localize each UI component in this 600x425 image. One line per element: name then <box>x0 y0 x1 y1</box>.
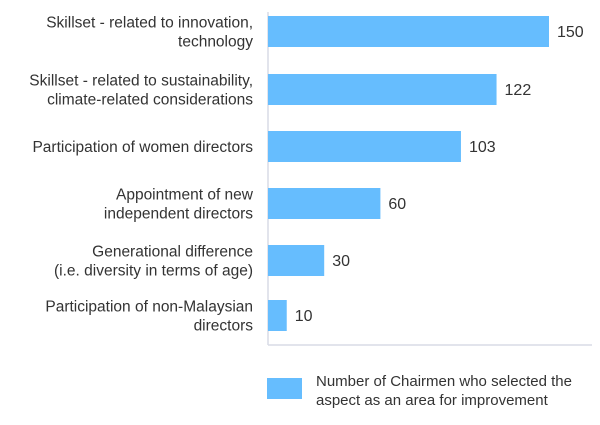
category-label: technology <box>178 34 253 51</box>
category-label: climate-related considerations <box>47 92 253 109</box>
bar <box>268 300 287 331</box>
category-label: Generational difference <box>92 244 253 261</box>
data-label: 30 <box>332 253 350 270</box>
legend-label-line-1: Number of Chairmen who selected the <box>316 373 572 390</box>
data-label: 103 <box>469 139 496 156</box>
bar <box>268 245 325 276</box>
legend-label-line-2: aspect as an area for improvement <box>316 392 549 409</box>
legend: Number of Chairmen who selected the aspe… <box>267 373 572 409</box>
data-label: 10 <box>295 308 313 325</box>
data-label: 150 <box>557 24 584 41</box>
legend-swatch <box>267 378 302 399</box>
bar <box>268 74 497 105</box>
category-label: Skillset - related to innovation, <box>46 15 253 32</box>
category-label: directors <box>194 318 254 335</box>
category-label: independent directors <box>104 206 253 223</box>
bar <box>268 131 461 162</box>
category-label: Participation of women directors <box>32 139 253 156</box>
category-label: Appointment of new <box>116 187 254 204</box>
category-label: Skillset - related to sustainability, <box>29 73 253 90</box>
data-label: 122 <box>505 82 532 99</box>
category-label: Participation of non-Malaysian <box>45 299 253 316</box>
bar <box>268 188 381 219</box>
category-label: (i.e. diversity in terms of age) <box>54 263 253 280</box>
bar <box>268 16 549 47</box>
data-label: 60 <box>388 196 406 213</box>
